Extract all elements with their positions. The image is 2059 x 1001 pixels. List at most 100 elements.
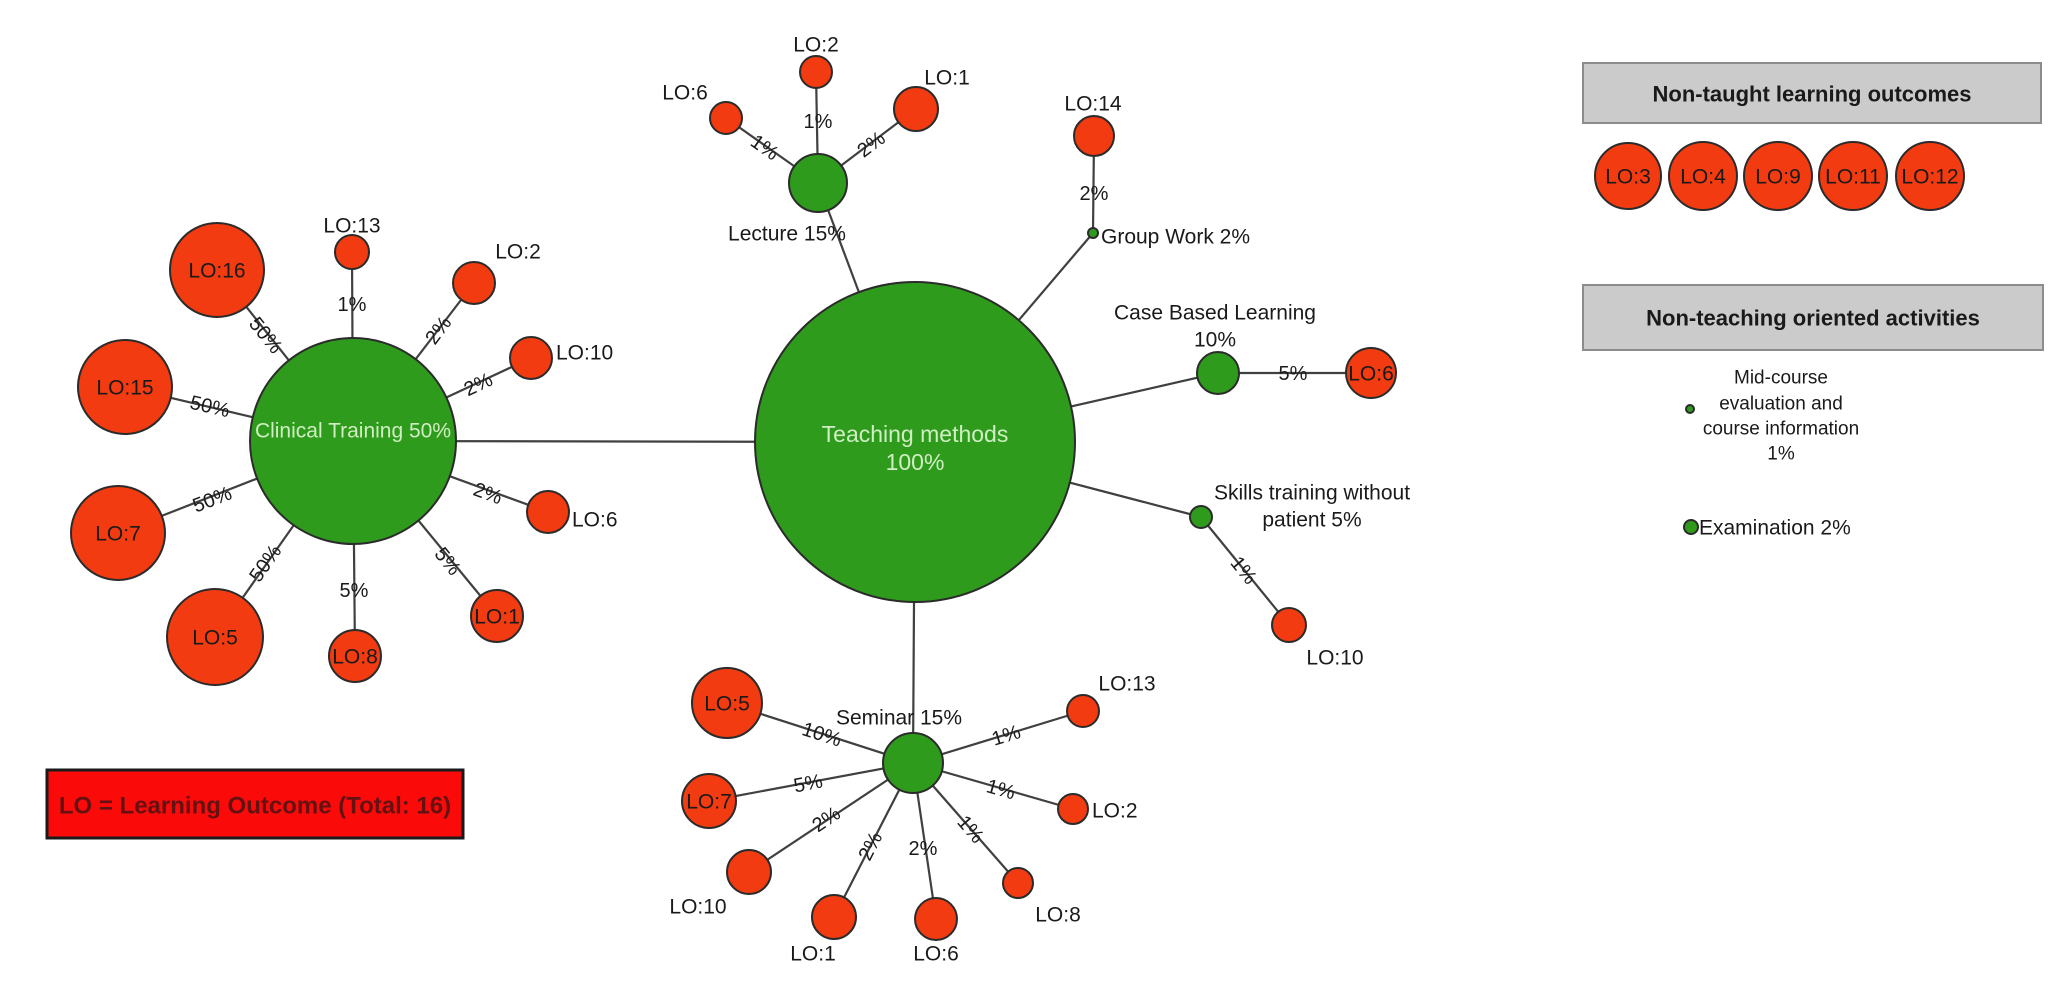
node-skills-circle — [1189, 505, 1213, 529]
edge-label-clinical-clin-lo7: 50% — [190, 482, 235, 517]
node-lec-lo1-circle — [893, 86, 939, 132]
node-sem-lo5-circle — [691, 667, 763, 739]
node-clin-lo8-label-0: LO:8 — [332, 645, 378, 668]
non-teaching-header-title: Non-teaching oriented activities — [1646, 306, 1980, 331]
node-clin-lo10-circle — [509, 336, 553, 380]
node-exam-dot-label-0: Examination 2% — [1699, 516, 1851, 539]
edge-label-clinical-clin-lo10: 2% — [461, 369, 497, 401]
node-nt-lo9-circle — [1743, 141, 1813, 211]
edge-label-seminar-sem-lo10: 2% — [808, 803, 844, 838]
node-sem-lo13-label-0: LO:13 — [1098, 672, 1155, 695]
node-clin-lo15-label-0: LO:15 — [96, 376, 153, 399]
edge-label-groupwork-lo14: 2% — [1080, 183, 1109, 205]
node-nt-lo3-label-0: LO:3 — [1605, 165, 1651, 188]
node-cbl-label-1: 10% — [1194, 328, 1236, 351]
node-sem-lo2-label-0: LO:2 — [1092, 799, 1138, 822]
node-nt-lo4-circle — [1668, 141, 1738, 211]
node-skills-lo10-circle — [1271, 607, 1307, 643]
node-lecture-circle — [788, 153, 848, 213]
node-clin-lo1-circle — [470, 589, 524, 643]
node-nt-lo4-label-0: LO:4 — [1680, 165, 1726, 188]
edge-label-clinical-clin-lo5: 50% — [245, 541, 286, 587]
node-clin-lo6-circle — [526, 490, 570, 534]
node-sem-lo6-label-0: LO:6 — [913, 942, 959, 965]
legend-text: LO = Learning Outcome (Total: 16) — [59, 792, 451, 819]
node-nt-lo12-circle — [1895, 141, 1965, 211]
edge-label-clinical-clin-lo8: 5% — [340, 580, 369, 602]
node-nt-lo12-label-0: LO:12 — [1901, 165, 1958, 188]
edge-label-seminar-sem-lo13: 1% — [989, 721, 1023, 751]
edge-seminar-sem-lo7 — [708, 761, 914, 803]
node-clin-lo15-circle — [77, 339, 173, 435]
node-midcourse-dot-label-1: evaluation and — [1719, 394, 1843, 415]
node-clin-lo5-label-0: LO:5 — [192, 626, 238, 649]
node-lec-lo2-label-0: LO:2 — [793, 33, 839, 56]
node-nt-lo9-label-0: LO:9 — [1755, 165, 1801, 188]
node-nt-lo11-circle — [1818, 141, 1888, 211]
node-cbl-circle — [1196, 351, 1240, 395]
node-clin-lo16-circle — [169, 222, 265, 318]
node-clin-lo10-label-0: LO:10 — [556, 341, 613, 364]
edge-label-clinical-clin-lo15: 50% — [188, 392, 232, 422]
node-seminar-circle — [882, 732, 944, 794]
node-sem-lo2-circle — [1057, 793, 1089, 825]
node-sem-lo10-label-0: LO:10 — [669, 895, 726, 918]
node-cbl-label-0: Case Based Learning — [1114, 301, 1316, 324]
node-lec-lo2-circle — [799, 55, 833, 89]
node-sem-lo8-label-0: LO:8 — [1035, 903, 1081, 926]
node-midcourse-dot-label-2: course information — [1703, 419, 1859, 440]
node-sem-lo1-label-0: LO:1 — [790, 942, 836, 965]
node-teaching-label-0: Teaching methods — [822, 421, 1009, 447]
edge-label-seminar-sem-lo7: 5% — [792, 770, 825, 797]
edge-label-cbl-cbl-lo6: 5% — [1279, 363, 1308, 385]
node-clin-lo1-label-0: LO:1 — [474, 605, 520, 628]
node-clin-lo13-label-0: LO:13 — [323, 214, 380, 237]
node-sem-lo1-circle — [811, 894, 857, 940]
edge-label-clinical-clin-lo6: 2% — [470, 479, 505, 510]
node-sem-lo6-circle — [914, 897, 958, 941]
node-clin-lo16-label-0: LO:16 — [188, 259, 245, 282]
legend-rect — [45, 768, 465, 840]
node-nt-lo3-circle — [1594, 142, 1662, 210]
node-clin-lo2-label-0: LO:2 — [495, 240, 541, 263]
node-cbl-lo6-label-0: LO:6 — [1348, 362, 1394, 385]
node-midcourse-dot-circle — [1685, 404, 1695, 414]
node-midcourse-dot-label-3: 1% — [1767, 444, 1795, 465]
edge-skills-skills-lo10 — [1200, 516, 1290, 626]
node-skills-label-1: patient 5% — [1262, 508, 1361, 531]
node-lo14-label-0: LO:14 — [1064, 92, 1122, 115]
non-taught-header-title: Non-taught learning outcomes — [1653, 82, 1972, 107]
node-clinical-label-0: Clinical Training 50% — [255, 419, 451, 442]
edge-label-clinical-clin-lo16: 50% — [244, 313, 286, 358]
node-sem-lo5-label-0: LO:5 — [704, 692, 750, 715]
node-groupwork-circle — [1087, 227, 1099, 239]
node-skills-label-0: Skills training without — [1214, 481, 1410, 504]
edge-label-seminar-sem-lo6: 2% — [909, 838, 938, 860]
node-sem-lo7-circle — [681, 773, 737, 829]
legend-box: LO = Learning Outcome (Total: 16) — [45, 768, 465, 840]
node-clin-lo7-label-0: LO:7 — [95, 522, 141, 545]
node-clin-lo7-circle — [70, 485, 166, 581]
node-midcourse-dot-label-0: Mid-course — [1734, 368, 1828, 389]
node-sem-lo10-circle — [726, 849, 772, 895]
legend-panels: Non-taught learning outcomes Non-teaching… — [1582, 62, 2044, 351]
node-nt-lo11-label-0: LO:11 — [1825, 165, 1881, 188]
node-lec-lo6-label-0: LO:6 — [662, 81, 708, 104]
node-sem-lo8-circle — [1002, 867, 1034, 899]
edge-label-seminar-sem-lo1: 2% — [855, 828, 888, 864]
node-clinical-circle — [249, 337, 457, 545]
node-clin-lo13-circle — [334, 234, 370, 270]
node-skills-lo10-label-0: LO:10 — [1306, 646, 1363, 669]
node-clin-lo2-circle — [452, 261, 496, 305]
node-cbl-lo6-circle — [1345, 347, 1397, 399]
edge-label-seminar-sem-lo2: 1% — [984, 775, 1018, 804]
edge-label-lecture-lec-lo2: 1% — [804, 111, 833, 133]
non-teaching-header — [1582, 284, 2044, 351]
node-lecture-label-0: Lecture 15% — [728, 222, 846, 245]
node-lec-lo1-label-0: LO:1 — [924, 66, 970, 89]
edge-label-clinical-clin-lo13: 1% — [338, 294, 367, 316]
node-clin-lo5-circle — [166, 588, 264, 686]
